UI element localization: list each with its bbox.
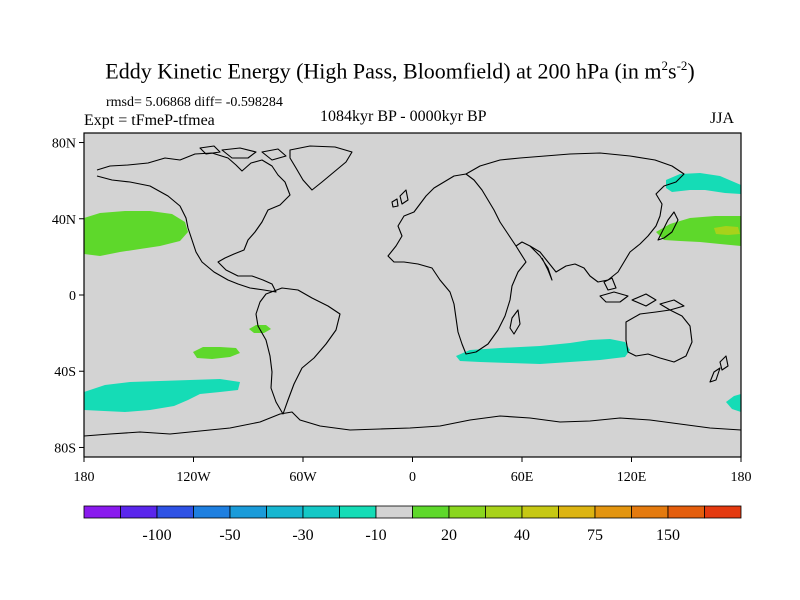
colorbar-label: -100 — [142, 527, 171, 544]
colorbar-box — [558, 505, 596, 519]
bering-negative — [666, 173, 741, 194]
indonesia-coastline — [599, 277, 685, 311]
lon-label: 0 — [409, 470, 416, 485]
madagascar-coastline — [509, 309, 521, 335]
japan-coastline — [657, 211, 679, 241]
map-background — [84, 133, 741, 457]
colorbar-box — [631, 505, 669, 519]
colorbar-box — [156, 505, 194, 519]
colorbar-box — [266, 505, 304, 519]
lat-label: 80N — [52, 137, 76, 152]
lon-label: 60W — [289, 470, 317, 485]
latitude-axis: 80N 40N 0 40S 80S — [52, 137, 84, 456]
lat-label: 80S — [54, 441, 76, 456]
british-isles-coastline — [391, 189, 409, 208]
colorbar-label: 40 — [514, 527, 530, 544]
new-zealand-coastline — [709, 355, 729, 383]
season-label: JJA — [710, 110, 735, 127]
greenland-coastline — [289, 145, 353, 191]
coastlines — [84, 145, 741, 437]
southwest-pacific-negative — [726, 394, 741, 412]
colorbar-box — [485, 505, 523, 519]
colorbar-box — [667, 505, 705, 519]
colorbar-box — [229, 505, 267, 519]
lat-label: 0 — [69, 289, 76, 304]
south-america-coastline — [255, 287, 341, 415]
antarctica-coastline — [84, 411, 741, 437]
lon-label: 60E — [511, 470, 534, 485]
colorbar-box — [375, 505, 413, 519]
north-pacific-east-positive — [84, 211, 188, 256]
lon-label: 180 — [731, 470, 752, 485]
lon-label: 120E — [617, 470, 647, 485]
north-pacific-west-core — [714, 226, 740, 235]
india-coastline — [529, 245, 553, 281]
anomaly-shading — [84, 173, 741, 412]
australia-coastline — [625, 309, 693, 363]
colorbar-label: 150 — [656, 527, 680, 544]
arctic-islands-coastline — [199, 145, 287, 161]
experiment-label: Expt = tFmeP-tfmea — [84, 112, 215, 129]
colorbar-box — [339, 505, 377, 519]
colorbar-label: 75 — [587, 527, 603, 544]
lat-label: 40S — [54, 365, 76, 380]
period-label: 1084kyr BP - 0000kyr BP — [320, 108, 487, 125]
asia-coastline — [465, 152, 685, 283]
colorbar-box — [412, 505, 450, 519]
colorbar-label: -50 — [219, 527, 240, 544]
colorbar-box — [83, 505, 121, 519]
colorbar-box — [193, 505, 231, 519]
longitude-axis: 180 120W 60W 0 60E 120E 180 — [74, 457, 752, 485]
plot-title: Eddy Kinetic Energy (High Pass, Bloomfie… — [105, 58, 695, 84]
colorbar-box — [704, 505, 742, 519]
lon-label: 180 — [74, 470, 95, 485]
colorbar: -100 -50 -30 -10 20 40 75 150 — [83, 505, 742, 544]
southern-indian-negative — [456, 339, 630, 364]
south-pacific-negative — [84, 379, 240, 412]
colorbar-label: 20 — [441, 527, 457, 544]
colorbar-box — [448, 505, 486, 519]
north-pacific-west-positive — [656, 216, 741, 246]
statistics-label: rmsd= 5.06868 diff= -0.598284 — [106, 95, 283, 110]
north-america-coastline — [96, 152, 291, 293]
south-pacific-small-positive — [193, 347, 240, 359]
colorbar-label: -30 — [292, 527, 313, 544]
colorbar-box — [594, 505, 632, 519]
colorbar-box — [302, 505, 340, 519]
colorbar-box — [120, 505, 158, 519]
lat-label: 40N — [52, 213, 76, 228]
lon-label: 120W — [176, 470, 211, 485]
europe-africa-coastline — [387, 173, 527, 355]
colorbar-label: -10 — [365, 527, 386, 544]
colorbar-box — [521, 505, 559, 519]
